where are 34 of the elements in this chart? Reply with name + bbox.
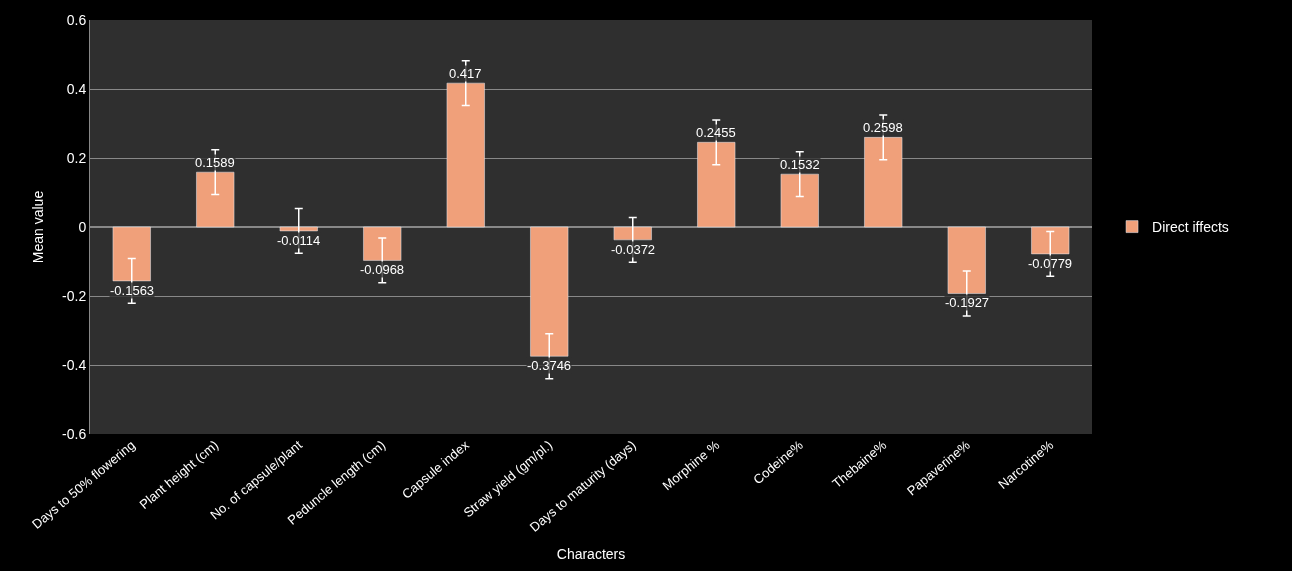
bar [446,82,485,228]
bar [947,226,986,294]
bar [1031,226,1070,255]
bar [530,226,569,357]
data-label: -0.0372 [611,242,656,257]
legend-label: Direct iffects [1152,219,1229,236]
data-label: -0.3746 [527,358,572,373]
bar [112,226,151,282]
x-axis-title: Characters [556,545,626,562]
data-label: -0.1563 [110,283,155,298]
y-tick-label: -0.6 [62,425,87,442]
data-label: 0.2598 [863,120,903,135]
data-label: 0.2455 [696,125,736,140]
bar [697,142,736,228]
bar [780,173,819,228]
bar [279,226,318,232]
y-tick-label: 0 [78,218,87,235]
bar [613,226,652,241]
bar [363,226,402,261]
y-tick-label: 0.6 [66,11,87,28]
y-tick-label: -0.4 [62,356,87,373]
data-label: -0.1927 [945,295,990,310]
data-label: 0.1589 [195,155,235,170]
bar [864,137,903,228]
y-tick-label: -0.2 [62,287,87,304]
data-label: -0.0968 [360,262,405,277]
y-tick-label: 0.2 [66,149,87,166]
y-tick-label: 0.4 [66,80,87,97]
y-axis-title: Mean value [29,190,46,264]
data-label: 0.1532 [780,157,820,172]
data-label: -0.0114 [277,233,321,248]
data-label: -0.0779 [1028,256,1073,271]
bar [196,171,235,228]
data-label: 0.417 [449,66,482,81]
